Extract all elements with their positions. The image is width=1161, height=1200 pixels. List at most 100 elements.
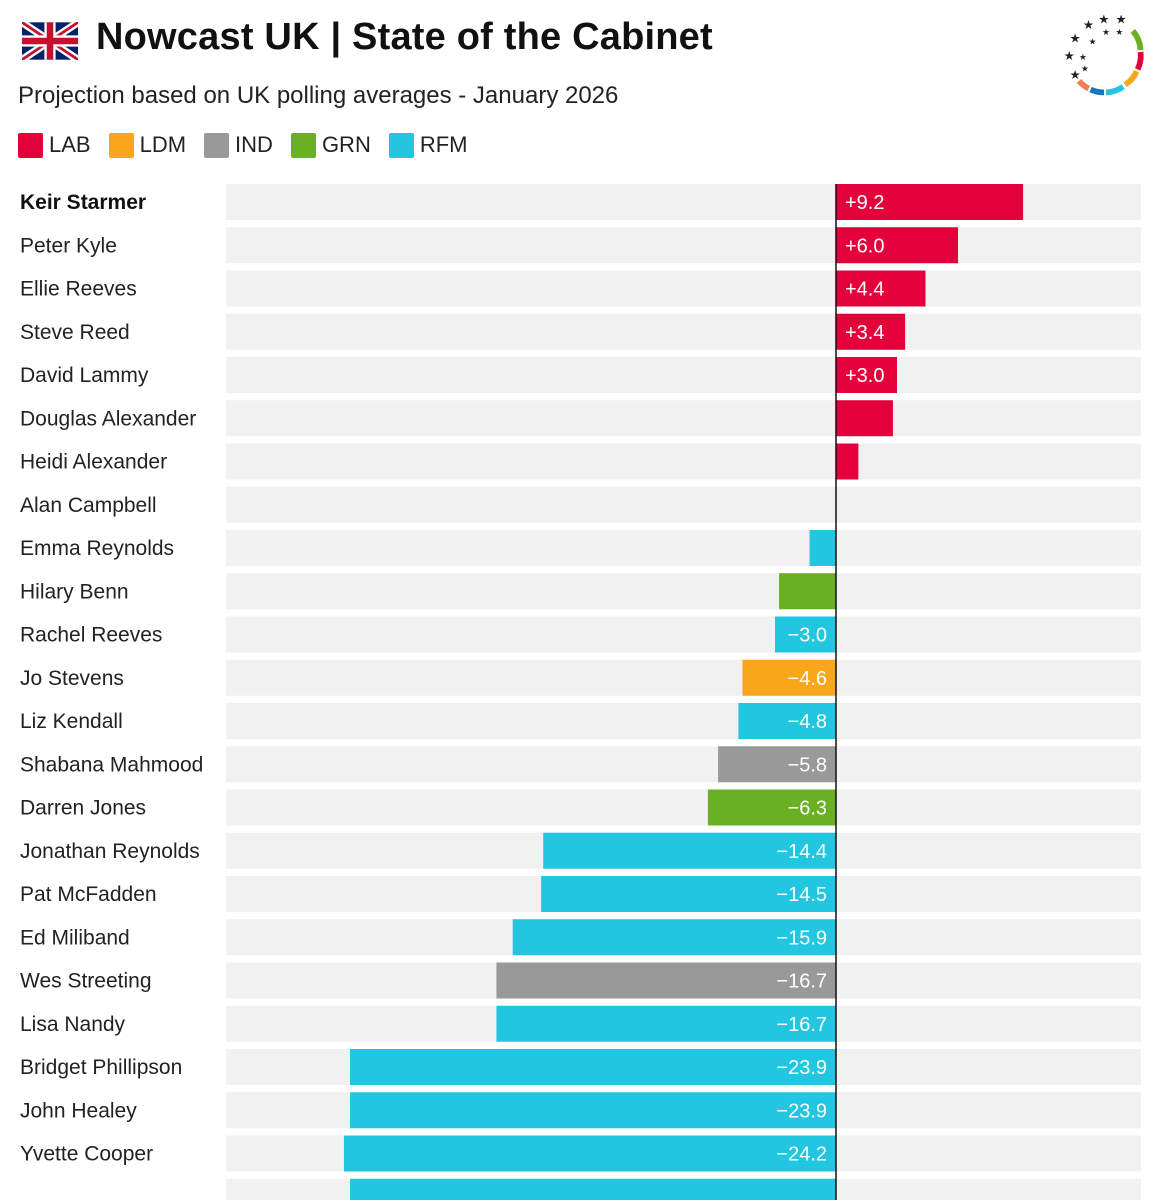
bar xyxy=(350,1178,836,1200)
data-label: −14.4 xyxy=(776,841,827,863)
svg-text:★: ★ xyxy=(1083,17,1094,32)
legend-item-ldm: LDM xyxy=(108,132,187,158)
svg-text:★: ★ xyxy=(1081,64,1089,74)
chart-row: David Lammy +3.0 xyxy=(20,357,1141,393)
chart-row: Steve Reed +3.4 xyxy=(20,313,1141,350)
chart-row: Jo Stevens −4.6 xyxy=(20,659,1141,696)
uk-flag-icon xyxy=(22,22,78,60)
svg-text:★: ★ xyxy=(1079,53,1087,63)
row-background xyxy=(226,227,1141,264)
legend-label: GRN xyxy=(321,132,371,157)
chart-row: Heidi Alexander xyxy=(20,443,1141,480)
svg-text:★: ★ xyxy=(1069,67,1080,82)
row-background xyxy=(226,616,1141,653)
row-label: Lisa Nandy xyxy=(20,1013,126,1036)
row-label: John Healey xyxy=(20,1099,137,1122)
chart-row: Yvette Cooper −24.2 xyxy=(20,1135,1141,1172)
svg-text:★: ★ xyxy=(1089,37,1097,47)
row-label: Keir Starmer xyxy=(20,191,146,214)
chart-row: Alan Campbell xyxy=(20,486,1141,523)
row-background xyxy=(226,270,1141,307)
row-background xyxy=(226,789,1141,826)
bar xyxy=(836,400,893,437)
data-label: −14.5 xyxy=(776,884,827,906)
bar xyxy=(742,659,836,696)
data-label: −4.6 xyxy=(788,668,827,690)
legend: LAB LDM IND GRN RFM xyxy=(18,132,485,158)
data-label: −16.7 xyxy=(776,971,827,993)
row-background xyxy=(226,703,1141,739)
row-label: Jo Stevens xyxy=(20,667,124,690)
data-label: −3.0 xyxy=(788,625,827,647)
chart-row: Wes Streeting −16.7 xyxy=(20,962,1141,999)
svg-text:★: ★ xyxy=(1064,48,1075,63)
bar xyxy=(836,184,1024,220)
bar xyxy=(836,357,897,393)
legend-label: IND xyxy=(235,132,273,157)
row-label: Bridget Phillipson xyxy=(20,1056,182,1079)
data-label: −5.8 xyxy=(788,754,827,776)
chart-row: Bridget Phillipson −23.9 xyxy=(20,1049,1141,1085)
row-label: Heidi Alexander xyxy=(20,451,167,474)
row-label: Alan Campbell xyxy=(20,494,157,517)
row-label: Rachel Reeves xyxy=(20,624,162,647)
legend-item-grn: GRN xyxy=(290,132,371,158)
europe-elects-logo-icon: ★ ★ ★ ★ ★ ★ ★ ★ ★ ★ ★ xyxy=(1064,11,1144,96)
data-label: −6.3 xyxy=(788,798,827,820)
row-background xyxy=(226,486,1141,523)
bar xyxy=(512,919,836,956)
row-label: Ellie Reeves xyxy=(20,278,137,301)
data-label: +3.4 xyxy=(845,322,884,344)
legend-swatch xyxy=(388,132,414,158)
data-label: +4.4 xyxy=(845,279,884,301)
row-label: Steve Reed xyxy=(20,321,130,344)
data-label: −24.2 xyxy=(776,1144,827,1166)
legend-swatch xyxy=(18,132,43,158)
row-background xyxy=(226,573,1141,610)
chart-row: John Healey −23.9 xyxy=(20,1092,1141,1129)
row-background xyxy=(226,659,1141,696)
row-label: Hilary Benn xyxy=(20,580,129,603)
data-label: −23.9 xyxy=(776,1100,827,1122)
data-label: +3.0 xyxy=(845,365,884,387)
row-label: Jonathan Reynolds xyxy=(20,840,200,863)
chart-row: Peter Kyle +6.0 xyxy=(20,227,1141,264)
bar xyxy=(343,1135,836,1172)
legend-label: LDM xyxy=(139,132,187,157)
row-label: Douglas Alexander xyxy=(20,407,196,430)
data-label: +6.0 xyxy=(845,235,884,257)
data-label: −23.9 xyxy=(776,1057,827,1079)
svg-text:★: ★ xyxy=(1102,28,1110,38)
row-label: Liz Kendall xyxy=(20,710,123,733)
chart-row: Jonathan Reynolds −14.4 xyxy=(20,832,1141,869)
data-label: −16.7 xyxy=(776,1014,827,1036)
legend-item-rfm: RFM xyxy=(388,132,468,158)
chart-row: Liz Kendall −4.8 xyxy=(20,703,1141,739)
legend-label: RFM xyxy=(419,132,468,157)
chart-row: Keir Starmer +9.2 xyxy=(20,184,1141,220)
chart-row: Pat McFadden −14.5 xyxy=(20,876,1141,912)
row-label: Shabana Mahmood xyxy=(20,753,203,776)
bar xyxy=(496,962,836,999)
bar xyxy=(738,703,836,739)
chart-row: Rachel Reeves −3.0 xyxy=(20,616,1141,653)
data-label: +9.2 xyxy=(845,192,884,214)
row-label: Wes Streeting xyxy=(20,970,152,993)
row-label: David Lammy xyxy=(20,364,149,387)
bar xyxy=(809,530,836,566)
bar xyxy=(779,573,836,610)
bar xyxy=(836,313,906,350)
page-title: Nowcast UK | State of the Cabinet xyxy=(96,16,713,58)
bar xyxy=(836,270,926,307)
row-background xyxy=(226,313,1141,350)
bar xyxy=(541,876,836,912)
row-background xyxy=(226,400,1141,437)
row-label: Peter Kyle xyxy=(20,234,117,257)
bar xyxy=(707,789,836,826)
row-background xyxy=(226,443,1141,480)
data-label: −15.9 xyxy=(776,927,827,949)
data-label: −4.8 xyxy=(788,711,827,733)
svg-text:★: ★ xyxy=(1069,30,1080,45)
row-background xyxy=(226,530,1141,566)
